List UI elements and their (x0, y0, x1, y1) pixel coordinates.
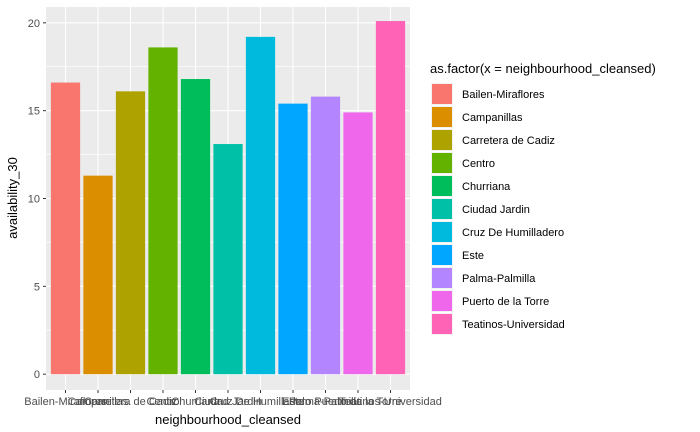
legend-label: Centro (462, 158, 495, 170)
legend-swatch (432, 130, 452, 150)
bar-churriana (180, 79, 211, 375)
bars (50, 21, 406, 375)
x-tick-label: Campanillas (68, 396, 129, 408)
legend-swatch (432, 245, 452, 265)
y-tick-label: 10 (28, 194, 40, 206)
bar-teatinos-universidad (375, 21, 406, 375)
bar-carretera-de-cadiz (115, 91, 146, 375)
legend-label: Carretera de Cadiz (462, 135, 555, 147)
bar-centro (148, 47, 178, 375)
x-tick-label: Puerto de la Torre (314, 396, 401, 408)
legend-label: Cruz De Humilladero (462, 227, 564, 239)
x-tick-label: Carretera de Cadiz (84, 396, 177, 408)
legend-swatch (432, 176, 452, 196)
bar-cruz-de-humilladero (245, 36, 276, 375)
x-tick-label: Centro (146, 396, 179, 408)
legend-swatch (432, 268, 452, 288)
legend-label: Teatinos-Universidad (462, 319, 565, 331)
legend-label: Bailen-Miraflores (462, 89, 545, 101)
legend-swatch (432, 199, 452, 219)
bar-puerto-de-la-torre (343, 112, 373, 375)
y-axis: 0 5 10 15 20 (28, 18, 46, 381)
bar-ciudad-jardin (213, 144, 243, 375)
bar-palma-palmilla (310, 96, 341, 375)
x-tick-label: Teatinos-Universidad (339, 396, 442, 408)
legend-label: Churriana (462, 181, 511, 193)
y-tick-label: 0 (34, 369, 40, 381)
x-tick-label: Cruz De Humilladero (209, 396, 311, 408)
legend-swatch (432, 153, 452, 173)
legend-label: Este (462, 250, 484, 262)
legend-swatch (432, 291, 452, 311)
y-axis-title: availability_30 (5, 157, 20, 239)
x-tick-label: Este (282, 396, 304, 408)
legend-swatch (432, 84, 452, 104)
bar-bailen-miraflores (50, 82, 81, 375)
legend-label: Puerto de la Torre (462, 296, 549, 308)
x-axis-title: neighbourhood_cleansed (155, 412, 301, 427)
x-tick-label: Palma-Palmilla (289, 396, 363, 408)
legend-swatch (432, 314, 452, 334)
bar-este (278, 103, 308, 375)
legend: as.factor(x = neighbourhood_cleansed) Ba… (430, 61, 656, 335)
legend-swatch (432, 107, 452, 127)
y-tick-label: 15 (28, 106, 40, 118)
legend-swatch (432, 222, 452, 242)
legend-label: Campanillas (462, 112, 523, 124)
y-tick-label: 20 (28, 18, 40, 30)
legend-label: Ciudad Jardin (462, 204, 530, 216)
x-tick-label: Bailen-Miraflores (24, 396, 107, 408)
x-tick-label: Churriana (171, 396, 220, 408)
y-tick-label: 5 (34, 281, 40, 293)
bar-campanillas (83, 175, 113, 375)
legend-title: as.factor(x = neighbourhood_cleansed) (430, 61, 656, 76)
legend-label: Palma-Palmilla (462, 273, 536, 285)
x-tick-label: Ciudad Jardin (194, 396, 262, 408)
